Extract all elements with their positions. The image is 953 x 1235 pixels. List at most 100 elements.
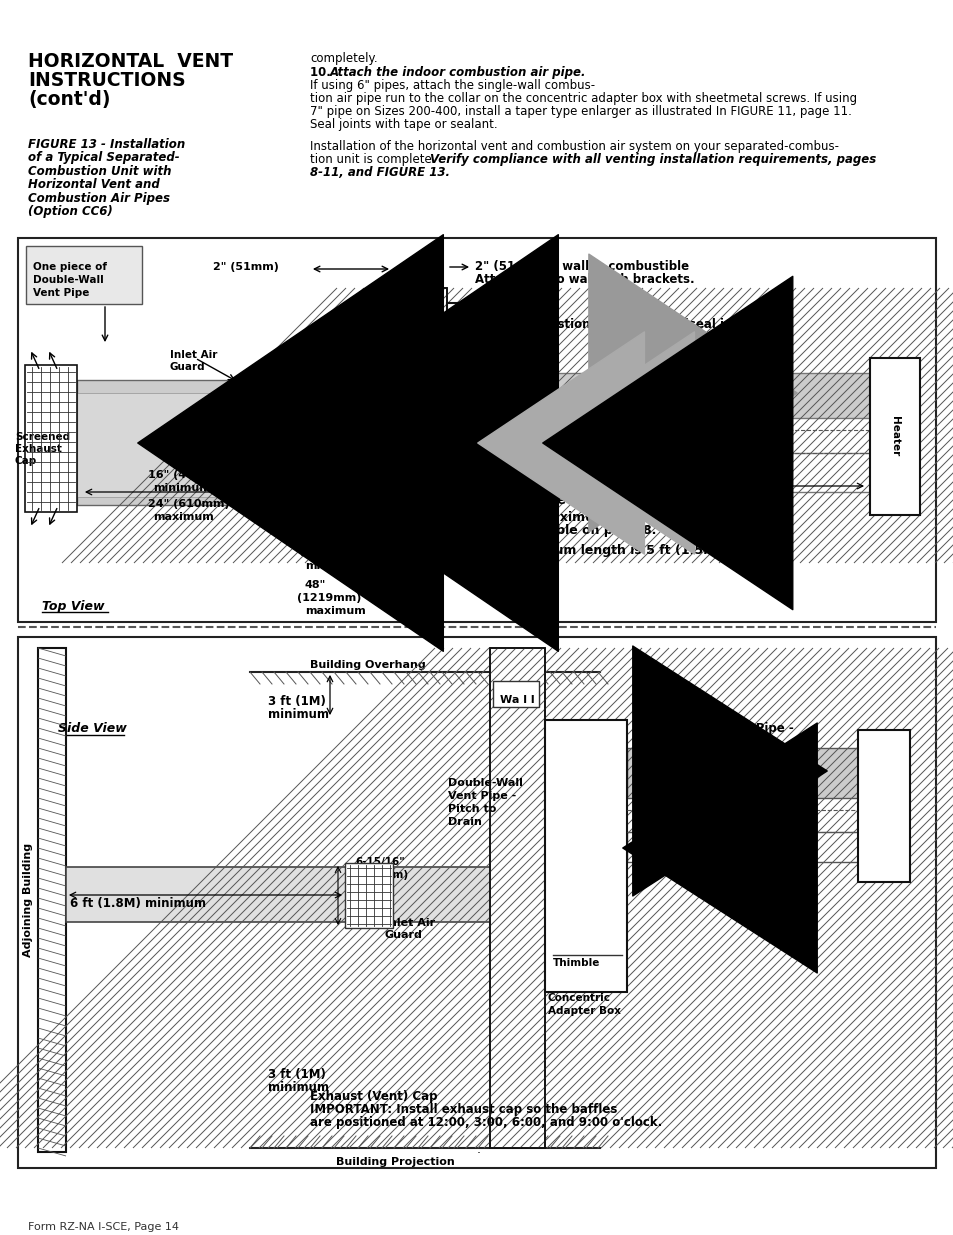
Text: Minimum length is 5 ft (1.5M).: Minimum length is 5 ft (1.5M). (512, 543, 725, 557)
Text: Combustion Air to heater (seal joints): Combustion Air to heater (seal joints) (512, 317, 761, 331)
Text: minimum: minimum (305, 561, 362, 571)
Text: Vent Pipe: Vent Pipe (33, 288, 90, 298)
Text: 1" (25mm): 1" (25mm) (299, 548, 366, 558)
Text: Double-Wall: Double-Wall (448, 778, 522, 788)
Bar (77, 393, 392, 496)
Text: Attach the indoor combustion air pipe.: Attach the indoor combustion air pipe. (330, 65, 586, 79)
Text: Form RZ-NA I-SCE, Page 14: Form RZ-NA I-SCE, Page 14 (28, 1221, 179, 1233)
Text: Installation of the horizontal vent and combustion air system on your separated-: Installation of the horizontal vent and … (310, 140, 838, 153)
Bar (512, 373, 869, 417)
Text: 24" (610mm): 24" (610mm) (148, 499, 230, 509)
Text: Wa l l: Wa l l (499, 695, 534, 705)
Text: Side View: Side View (58, 722, 127, 735)
Text: Double-Wall: Double-Wall (33, 275, 104, 285)
Text: mm): mm) (454, 458, 481, 468)
Text: see Table on page 8.: see Table on page 8. (512, 524, 656, 537)
Text: Wall: Wall (399, 432, 426, 442)
Text: Drain: Drain (448, 818, 481, 827)
Text: Combustion Air Pipes: Combustion Air Pipes (28, 191, 170, 205)
Text: 7" pipe on Sizes 200-400, install a taper type enlarger as illustrated In FIGURE: 7" pipe on Sizes 200-400, install a tape… (310, 105, 851, 119)
Text: 2" (51mm): 2" (51mm) (213, 262, 278, 272)
Text: Pitch to Drain: Pitch to Drain (649, 735, 740, 748)
Text: Thimble: Thimble (553, 958, 599, 968)
Text: Attach box to wall with brackets.: Attach box to wall with brackets. (475, 273, 694, 287)
Text: are positioned at 12:00, 3:00, 6:00, and 9:00 o'clock.: are positioned at 12:00, 3:00, 6:00, and… (310, 1116, 661, 1129)
Text: 8-11, and FIGURE 13.: 8-11, and FIGURE 13. (310, 165, 450, 179)
Text: Guard: Guard (170, 362, 206, 372)
Text: Building Projection: Building Projection (335, 1157, 454, 1167)
Text: Cap: Cap (15, 456, 37, 466)
Text: Combustion Unit with: Combustion Unit with (28, 165, 172, 178)
Text: 3 ft (1M): 3 ft (1M) (268, 1068, 326, 1081)
Text: .: . (476, 1144, 480, 1156)
Text: 48": 48" (305, 580, 326, 590)
FancyBboxPatch shape (26, 246, 142, 304)
Text: from heater (seal joints): from heater (seal joints) (512, 403, 674, 416)
Bar (490, 648, 544, 1149)
Text: Exhaust (Vent) Cap: Exhaust (Vent) Cap (310, 1091, 437, 1103)
Text: minimum: minimum (268, 708, 329, 721)
Text: Inlet Air: Inlet Air (170, 350, 217, 359)
Text: minimum: minimum (152, 483, 211, 493)
Text: Exhaust: Exhaust (15, 445, 62, 454)
Text: (Option CC6): (Option CC6) (28, 205, 112, 219)
Bar (626, 832, 857, 862)
Bar (18, 238, 935, 622)
Bar (18, 637, 935, 1168)
Text: HORIZONTAL  VENT: HORIZONTAL VENT (28, 52, 233, 70)
Text: tion unit is complete.: tion unit is complete. (310, 153, 438, 165)
Text: Building Overhang: Building Overhang (310, 659, 425, 671)
Text: If using 6" pipes, attach the single-wall combus-: If using 6" pipes, attach the single-wal… (310, 79, 595, 91)
Bar (392, 288, 447, 563)
Bar (345, 863, 393, 927)
Text: Concentric Adapter Box: Concentric Adapter Box (512, 480, 678, 494)
Text: 2" (51mm) if wall is combustible: 2" (51mm) if wall is combustible (475, 261, 688, 273)
Text: 6-15/16": 6-15/16" (355, 857, 404, 867)
Bar (512, 453, 869, 492)
Bar (626, 748, 857, 798)
Text: maximum: maximum (305, 606, 365, 616)
Text: 6": 6" (456, 432, 469, 442)
Text: Attach double-vent pipe to vent run no: Attach double-vent pipe to vent run no (512, 420, 770, 433)
Text: of a Typical Separated-: of a Typical Separated- (28, 152, 179, 164)
Bar (38, 648, 66, 1152)
Text: maximum: maximum (152, 513, 213, 522)
Text: (1219mm): (1219mm) (296, 593, 361, 603)
Text: tion air pipe run to the collar on the concentric adapter box with sheetmetal sc: tion air pipe run to the collar on the c… (310, 91, 856, 105)
Text: and the Heater: and the Heater (512, 494, 618, 508)
Text: (152: (152 (452, 445, 479, 454)
Text: Adapter Box: Adapter Box (547, 1007, 620, 1016)
Text: completely.: completely. (310, 52, 377, 65)
Text: Heater: Heater (889, 416, 899, 457)
Text: 3 ft (1M): 3 ft (1M) (268, 695, 326, 708)
Text: Horizontal Vent and: Horizontal Vent and (28, 179, 159, 191)
Text: 16" (406mm): 16" (406mm) (148, 471, 230, 480)
Text: Seal joints with tape or sealant.: Seal joints with tape or sealant. (310, 119, 497, 131)
Bar (392, 288, 447, 563)
Bar (77, 380, 392, 505)
FancyBboxPatch shape (493, 680, 538, 706)
Text: Vent (Flue Exhaust) Pipe: Vent (Flue Exhaust) Pipe (512, 390, 675, 403)
Text: Verify compliance with all venting installation requirements, pages: Verify compliance with all venting insta… (430, 153, 876, 165)
Text: 10.: 10. (310, 65, 335, 79)
Text: Screened: Screened (15, 432, 71, 442)
Bar (447, 303, 512, 558)
Text: FIGURE 13 - Installation: FIGURE 13 - Installation (28, 138, 185, 151)
Bar (490, 648, 544, 1149)
Text: taper-type reducer is required.: taper-type reducer is required. (512, 446, 718, 459)
Bar (25, 366, 77, 513)
Text: Adjoining Building: Adjoining Building (23, 844, 33, 957)
Text: minimum: minimum (268, 1081, 329, 1094)
Text: Guard: Guard (385, 930, 422, 940)
Text: Pitch to: Pitch to (448, 804, 496, 814)
Text: Concentric: Concentric (547, 993, 610, 1003)
Text: Top View: Top View (42, 600, 105, 613)
Text: (176mm): (176mm) (355, 869, 408, 881)
Text: One piece of: One piece of (33, 262, 107, 272)
Text: Combustion Air Pipe -: Combustion Air Pipe - (649, 722, 793, 735)
Bar (869, 358, 919, 515)
Text: (cont'd): (cont'd) (28, 90, 111, 109)
Text: more than 6" (152mm) from the box. A: more than 6" (152mm) from the box. A (512, 433, 769, 446)
Text: Inlet Air: Inlet Air (385, 918, 435, 927)
Text: For Maximum Length,: For Maximum Length, (512, 511, 664, 524)
